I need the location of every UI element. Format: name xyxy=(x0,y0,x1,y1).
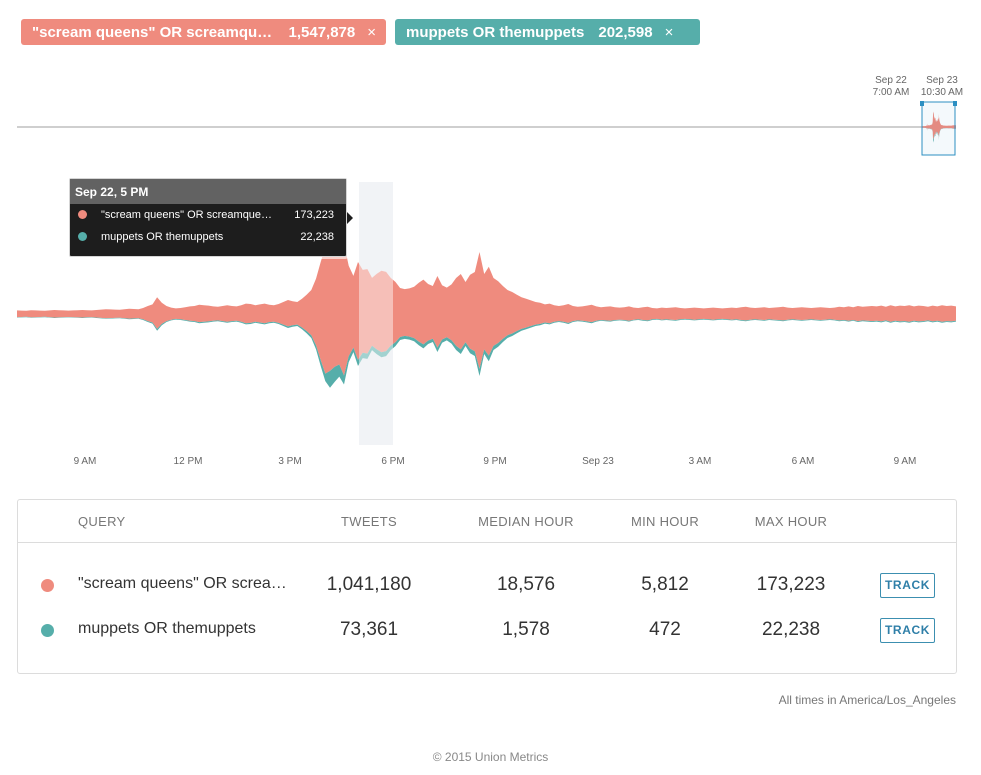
row-tweets: 1,041,180 xyxy=(326,574,412,595)
series-color-icon xyxy=(41,579,54,592)
series-dot-icon xyxy=(78,232,87,241)
row-query: "scream queens" OR screamqueens xyxy=(78,575,288,592)
x-tick-label: 6 PM xyxy=(381,456,404,467)
pill-count: 1,547,878 xyxy=(288,23,356,41)
range-handle-right[interactable] xyxy=(953,101,957,106)
row-min-hour: 5,812 xyxy=(641,574,689,595)
streamgraph-chart[interactable]: 9 AM 12 PM 3 PM 6 PM 9 PM Sep 23 3 AM 6 AM 9 AM xyxy=(0,170,981,475)
track-button[interactable]: TRACK xyxy=(880,618,935,643)
x-tick-label: 9 AM xyxy=(894,456,917,467)
row-median-hour: 18,576 xyxy=(496,574,556,595)
tooltip-series-value: 22,238 xyxy=(300,231,334,243)
x-tick-label: Sep 23 xyxy=(582,456,614,467)
header-query: QUERY xyxy=(78,514,126,529)
range-end-time: 10:30 AM xyxy=(921,87,963,98)
table-row: muppets OR themuppets 73,361 1,578 472 2… xyxy=(18,608,956,653)
series-color-icon xyxy=(41,624,54,637)
x-tick-label: 6 AM xyxy=(792,456,815,467)
remove-query-icon[interactable]: × xyxy=(367,23,376,41)
query-pill-scream-queens[interactable]: "scream queens" OR screamqueens 1,547,87… xyxy=(21,19,386,45)
row-median-hour: 1,578 xyxy=(502,619,550,640)
table-header: QUERY TWEETS MEDIAN HOUR MIN HOUR MAX HO… xyxy=(18,500,956,543)
table-row: "scream queens" OR screamqueens 1,041,18… xyxy=(18,563,956,608)
query-pill-muppets[interactable]: muppets OR themuppets 202,598 × xyxy=(395,19,700,45)
tooltip-series-label: muppets OR themuppets xyxy=(101,231,224,243)
series-dot-icon xyxy=(78,210,87,219)
summary-table: QUERY TWEETS MEDIAN HOUR MIN HOUR MAX HO… xyxy=(17,499,957,674)
overview-sparkline xyxy=(922,111,956,143)
stream-series-scream-queens[interactable] xyxy=(17,240,956,376)
row-query: muppets OR themuppets xyxy=(78,620,256,637)
range-selection-window[interactable] xyxy=(921,101,956,156)
pill-count: 202,598 xyxy=(598,23,653,41)
range-start-time: 7:00 AM xyxy=(873,87,910,98)
x-tick-label: 3 PM xyxy=(278,456,301,467)
range-start-date: Sep 22 xyxy=(875,75,907,86)
row-max-hour: 173,223 xyxy=(756,574,826,595)
pill-query-label: "scream queens" OR screamqueens xyxy=(32,23,275,41)
header-min-hour: MIN HOUR xyxy=(630,514,700,529)
tooltip-series-value: 173,223 xyxy=(294,209,334,221)
header-tweets: TWEETS xyxy=(341,514,397,529)
row-tweets: 73,361 xyxy=(339,619,399,640)
row-max-hour: 22,238 xyxy=(761,619,821,640)
chart-tooltip: Sep 22, 5 PM "scream queens" OR screamqu… xyxy=(69,178,347,257)
x-tick-label: 3 AM xyxy=(689,456,712,467)
track-button[interactable]: TRACK xyxy=(880,573,935,598)
header-median-hour: MEDIAN HOUR xyxy=(478,514,574,529)
x-axis: 9 AM 12 PM 3 PM 6 PM 9 PM Sep 23 3 AM 6 AM 9 AM xyxy=(74,456,917,467)
overview-series-scream-queens xyxy=(922,111,956,140)
overview-range-selector[interactable]: Sep 22 7:00 AM Sep 23 10:30 AM xyxy=(0,60,981,160)
range-handle-left[interactable] xyxy=(920,101,924,106)
tooltip-row: "scream queens" OR screamqueens 173,223 xyxy=(70,204,346,226)
tooltip-row: muppets OR themuppets 22,238 xyxy=(70,226,346,248)
x-tick-label: 12 PM xyxy=(174,456,203,467)
header-max-hour: MAX HOUR xyxy=(754,514,828,529)
remove-query-icon[interactable]: × xyxy=(664,23,674,41)
timezone-note: All times in America/Los_Angeles xyxy=(778,693,956,707)
pill-query-label: muppets OR themuppets xyxy=(406,23,585,41)
tooltip-series-label: "scream queens" OR screamqueens xyxy=(101,209,275,221)
tooltip-title: Sep 22, 5 PM xyxy=(70,179,346,204)
row-min-hour: 472 xyxy=(649,619,681,640)
hover-highlight-overlay xyxy=(359,182,393,445)
x-tick-label: 9 PM xyxy=(483,456,506,467)
footer-copyright: © 2015 Union Metrics xyxy=(432,750,549,764)
stream-series-group xyxy=(17,240,956,388)
x-tick-label: 9 AM xyxy=(74,456,97,467)
range-end-date: Sep 23 xyxy=(926,75,958,86)
tooltip-arrow-icon xyxy=(347,212,353,224)
